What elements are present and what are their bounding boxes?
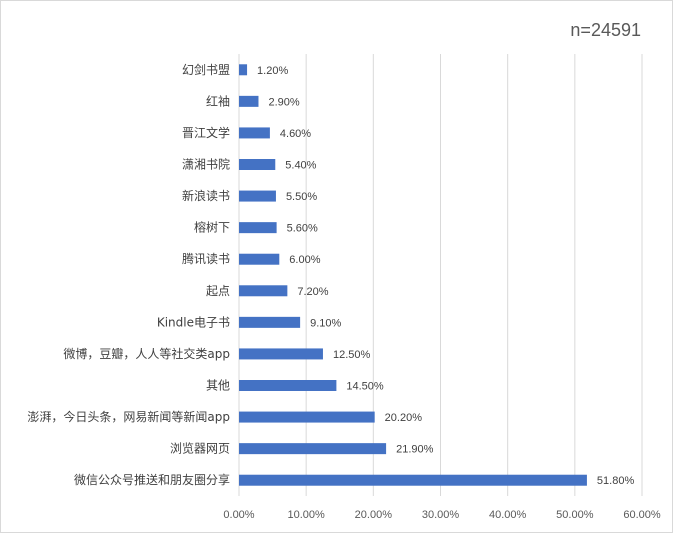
data-label: 21.90% bbox=[396, 444, 434, 456]
x-tick-label: 50.00% bbox=[556, 509, 594, 521]
data-label: 12.50% bbox=[333, 349, 371, 361]
data-label: 2.90% bbox=[268, 96, 299, 108]
bar bbox=[239, 190, 276, 202]
category-label: 浏览器网页 bbox=[170, 441, 230, 456]
bar bbox=[239, 64, 248, 76]
category-label: Kindle电子书 bbox=[157, 315, 230, 329]
data-label: 20.20% bbox=[385, 412, 423, 424]
bar bbox=[239, 127, 270, 139]
bar bbox=[239, 443, 387, 455]
category-label: 潇湘书院 bbox=[182, 157, 230, 172]
bar bbox=[239, 222, 277, 234]
category-label: 新浪读书 bbox=[182, 188, 230, 203]
data-label: 51.80% bbox=[597, 475, 635, 487]
bar bbox=[239, 474, 587, 486]
category-label: 其他 bbox=[206, 379, 230, 393]
data-label: 5.60% bbox=[287, 223, 318, 235]
data-label: 6.00% bbox=[289, 254, 320, 266]
category-label: 晋江文学 bbox=[182, 125, 230, 140]
category-label: 腾讯读书 bbox=[182, 251, 230, 266]
data-label: 1.20% bbox=[257, 65, 288, 77]
x-tick-label: 0.00% bbox=[223, 509, 254, 521]
bars bbox=[239, 64, 587, 486]
category-label: 微信公众号推送和朋友圈分享 bbox=[74, 472, 230, 487]
category-label: 红袖 bbox=[206, 93, 230, 108]
data-label: 5.50% bbox=[286, 191, 317, 203]
bar bbox=[239, 380, 337, 391]
category-label: 起点 bbox=[206, 284, 230, 298]
category-label: 澎湃，今日头条，网易新闻等新闻app bbox=[27, 409, 230, 424]
x-tick-label: 20.00% bbox=[355, 509, 393, 521]
data-label: 7.20% bbox=[297, 286, 328, 298]
bar bbox=[239, 95, 259, 107]
category-label: 榕树下 bbox=[194, 220, 230, 235]
data-label: 5.40% bbox=[285, 160, 316, 172]
x-tick-label: 60.00% bbox=[623, 509, 661, 521]
category-label: 幻剑书盟 bbox=[182, 62, 230, 77]
data-label: 14.50% bbox=[346, 381, 384, 393]
data-label: 4.60% bbox=[280, 128, 311, 140]
bar bbox=[239, 159, 276, 170]
bar bbox=[239, 348, 323, 360]
x-tick-label: 30.00% bbox=[422, 509, 460, 521]
x-tick-label: 10.00% bbox=[288, 509, 326, 521]
bar bbox=[239, 411, 375, 423]
labels: 0.00% 10.00% 20.00% 30.00% 40.00% 50.00% 60.00… bbox=[27, 62, 660, 521]
data-label: 9.10% bbox=[310, 317, 341, 329]
sample-size-annotation: n=24591 bbox=[570, 20, 641, 40]
bar bbox=[239, 285, 288, 297]
category-label: 微博，豆瓣，人人等社交类app bbox=[63, 346, 230, 361]
bar bbox=[239, 253, 280, 265]
gridlines bbox=[238, 54, 643, 496]
bar bbox=[239, 316, 301, 328]
x-tick-label: 40.00% bbox=[489, 509, 527, 521]
